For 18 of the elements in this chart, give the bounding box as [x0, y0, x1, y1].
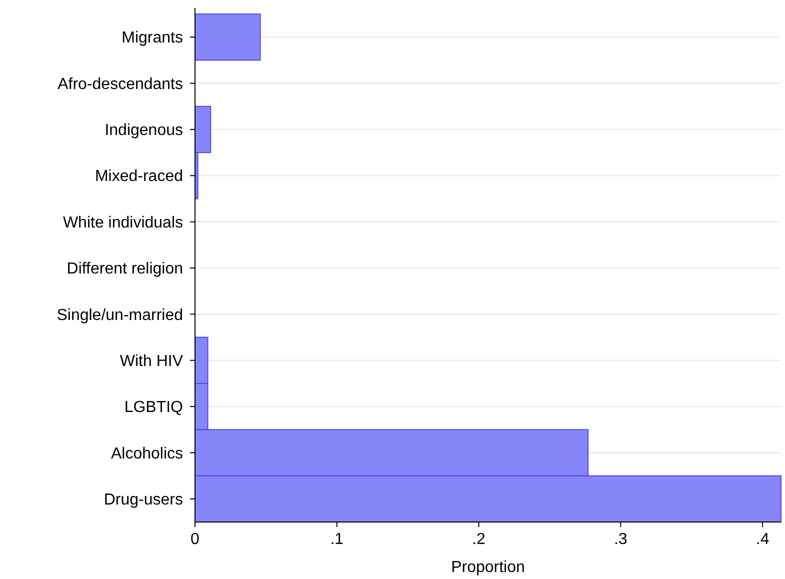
y-tick-label: White individuals — [62, 214, 183, 232]
x-axis-title: Proportion — [451, 559, 525, 576]
y-tick-label: Migrants — [122, 30, 183, 47]
x-tick-label: .1 — [330, 531, 344, 548]
x-tick-label: 0 — [190, 531, 200, 548]
y-tick-label: With HIV — [120, 352, 184, 370]
y-tick-label: Alcoholics — [110, 445, 183, 462]
y-tick-label: LGBTIQ — [124, 399, 183, 416]
y-tick-label: Mixed-raced — [94, 168, 183, 186]
y-tick-label: Indigenous — [104, 122, 183, 140]
y-tick-label: Afro-descendants — [58, 76, 183, 93]
y-tick-label: Single/un-married — [56, 306, 183, 324]
x-tick-label: .2 — [472, 531, 486, 548]
x-tick-label: .4 — [756, 531, 770, 548]
y-tick-label: Different religion — [66, 260, 183, 278]
bar — [194, 14, 261, 61]
x-tick-label: .3 — [614, 531, 628, 548]
y-tick-label: Drug-users — [104, 492, 183, 509]
